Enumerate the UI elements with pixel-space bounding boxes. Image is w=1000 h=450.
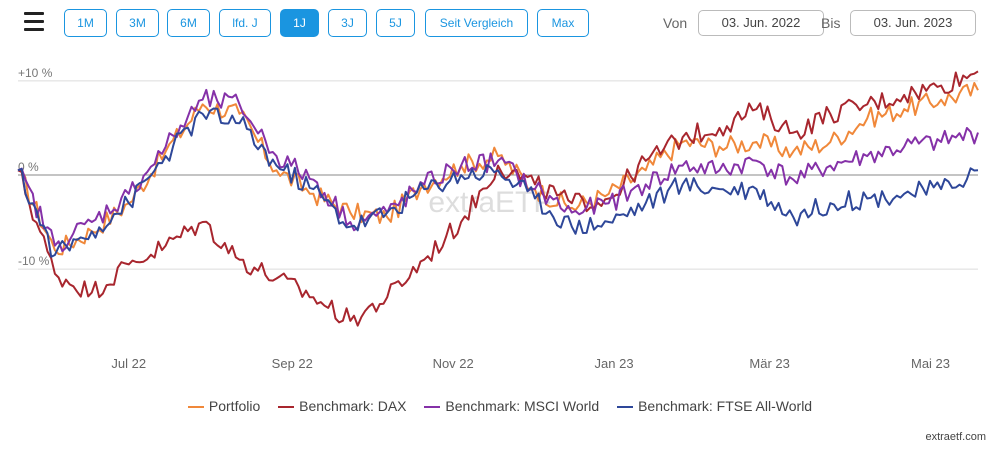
to-date-input[interactable]: 03. Jun. 2023	[850, 10, 976, 36]
range-button-3y[interactable]: 3J	[328, 9, 367, 37]
from-date-input[interactable]: 03. Jun. 2022	[698, 10, 824, 36]
range-button-5y[interactable]: 5J	[376, 9, 415, 37]
performance-chart: +10 %0 %-10 % extraETF Jul 22 Sep 22 Nov 2…	[17, 66, 979, 371]
watermark-logo: extraETF	[428, 186, 551, 219]
legend-label: Portfolio	[208, 398, 261, 414]
series-line	[17, 70, 979, 327]
y-tick-label: -10 %	[18, 254, 50, 268]
range-button-1m[interactable]: 1M	[64, 9, 107, 37]
y-tick-label: +10 %	[18, 66, 53, 80]
legend-label: Benchmark: MSCI World	[445, 398, 600, 414]
range-button-ytd[interactable]: lfd. J	[219, 9, 271, 37]
from-date-label: Von	[663, 15, 688, 31]
range-button-since-comparison[interactable]: Seit Vergleich	[425, 9, 528, 37]
legend-label: Benchmark: DAX	[299, 398, 407, 414]
to-date-label: Bis	[821, 15, 841, 31]
x-tick-label: Mai 23	[911, 356, 950, 371]
legend-item-msci-world[interactable]: Benchmark: MSCI World	[424, 398, 599, 414]
legend-item-portfolio[interactable]: Portfolio	[187, 398, 261, 414]
range-button-6m[interactable]: 6M	[167, 9, 210, 37]
legend-item-ftse-all-world[interactable]: Benchmark: FTSE All-World	[617, 398, 812, 414]
source-credit: extraetf.com	[925, 431, 986, 443]
series-line	[17, 107, 979, 258]
legend-item-dax[interactable]: Benchmark: DAX	[278, 398, 407, 414]
legend-label: Benchmark: FTSE All-World	[638, 398, 813, 414]
range-button-max[interactable]: Max	[537, 9, 589, 37]
range-button-3m[interactable]: 3M	[116, 9, 159, 37]
range-button-1y[interactable]: 1J	[280, 9, 319, 37]
x-tick-label: Jan 23	[595, 356, 634, 371]
chart-legend: Portfolio Benchmark: DAX Benchmark: MSCI…	[0, 398, 1000, 414]
x-tick-label: Sep 22	[272, 356, 313, 371]
x-tick-label: Nov 22	[433, 356, 474, 371]
x-tick-label: Jul 22	[111, 356, 146, 371]
x-tick-label: Mär 23	[749, 356, 789, 371]
hamburger-menu-icon[interactable]	[24, 12, 44, 34]
